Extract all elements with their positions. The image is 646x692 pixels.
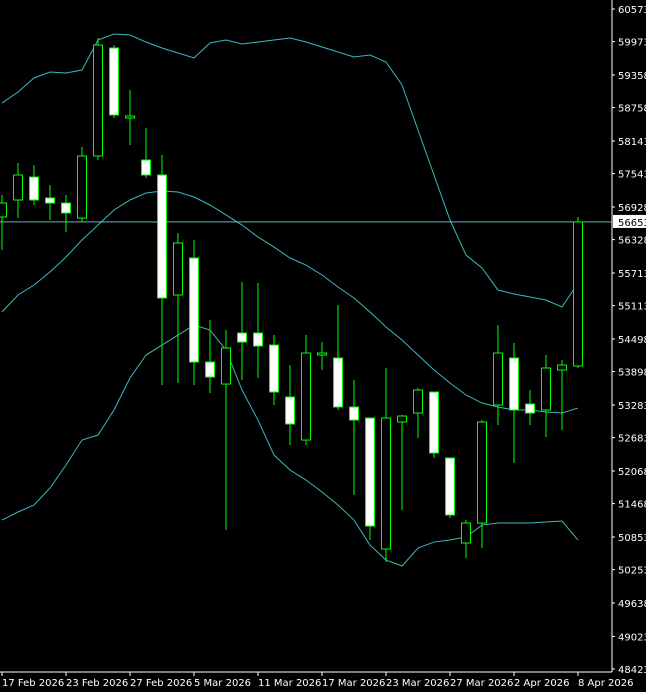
y-tick-label: 50253 [618, 566, 646, 577]
y-tick-label: 59358 [618, 71, 646, 82]
y-tick-label: 51468 [618, 500, 646, 511]
candle-body [93, 44, 103, 157]
y-tick-label: 58143 [618, 137, 646, 148]
candle-body [477, 421, 487, 524]
candle-body [573, 221, 583, 367]
band-line [1, 190, 579, 414]
candle-body [381, 417, 391, 550]
candle-body [461, 522, 471, 544]
candle-body [445, 457, 455, 516]
y-tick-label: 55113 [618, 302, 646, 313]
x-tick-label: 23 Feb 2026 [66, 678, 128, 689]
candle-body [333, 357, 343, 408]
candle-body [237, 332, 247, 343]
y-tick-label: 59973 [618, 38, 646, 49]
current-price-label: 56653 [618, 218, 646, 229]
candle-body [29, 176, 39, 201]
candle-body [365, 417, 375, 527]
candle-body [301, 352, 311, 441]
current-price-box [613, 214, 646, 228]
y-tick-label: 49638 [618, 599, 646, 610]
x-tick-label: 11 Mar 2026 [258, 678, 321, 689]
candle-body [269, 344, 279, 393]
y-tick-label: 49023 [618, 632, 646, 643]
x-tick-label: 2 Apr 2026 [514, 678, 569, 689]
y-tick-label: 53898 [618, 368, 646, 379]
y-tick-label: 48423 [618, 665, 646, 676]
x-tick-label: 27 Mar 2026 [450, 678, 513, 689]
candle-body [189, 257, 199, 363]
candle-body [541, 367, 551, 411]
candle-body [61, 202, 71, 214]
x-tick-label: 17 Mar 2026 [322, 678, 385, 689]
candle-body [285, 396, 295, 425]
y-tick-label: 58758 [618, 104, 646, 115]
candle-body [13, 174, 23, 201]
candle-body [205, 361, 215, 378]
candle-body [493, 352, 503, 406]
candle-body [157, 174, 167, 299]
y-tick-label: 50853 [618, 533, 646, 544]
candle-body [109, 47, 119, 116]
candle-body [141, 159, 151, 176]
candle-body [253, 332, 263, 347]
candle-body [349, 406, 359, 421]
candle-body [45, 197, 55, 204]
candle-body [397, 415, 407, 423]
x-tick-label: 5 Mar 2026 [194, 678, 251, 689]
y-tick-label: 55713 [618, 269, 646, 280]
x-tick-label: 17 Feb 2026 [2, 678, 64, 689]
candle-body [221, 347, 231, 385]
candle-body [0, 202, 7, 218]
candle-body [509, 357, 519, 411]
candle-body [525, 403, 535, 414]
x-tick-label: 27 Feb 2026 [130, 678, 192, 689]
candle-body [125, 115, 135, 119]
y-tick-label: 57543 [618, 170, 646, 181]
y-tick-label: 52068 [618, 467, 646, 478]
x-tick-label: 8 Apr 2026 [578, 678, 633, 689]
y-tick-label: 60573 [618, 5, 646, 16]
candle-body [77, 155, 87, 219]
candle-body [317, 352, 327, 356]
y-tick-label: 54498 [618, 335, 646, 346]
candle-body [173, 242, 183, 296]
y-tick-label: 52683 [618, 434, 646, 445]
y-tick-label: 56328 [618, 236, 646, 247]
candle-body [413, 389, 423, 414]
x-tick-label: 23 Mar 2026 [386, 678, 449, 689]
candle-body [557, 364, 567, 371]
y-tick-label: 56928 [618, 203, 646, 214]
y-tick-label: 53283 [618, 401, 646, 412]
candle-body [429, 391, 439, 454]
